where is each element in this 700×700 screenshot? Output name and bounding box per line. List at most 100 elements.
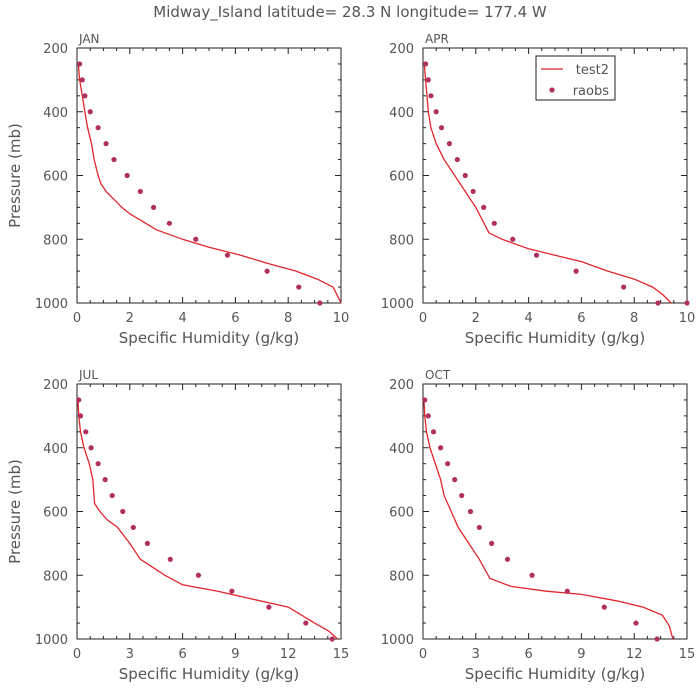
panel-jan: JAN 200 400 600 800 1000 0 2 4 6 8 10 Specific Humid… [6,32,349,347]
data-point-raobs [489,540,495,546]
y-tick-label: 1000 [381,633,414,648]
x-tick-label: 3 [472,647,480,662]
data-point-raobs [77,413,84,419]
x-axis-label: Specific Humidity (g/kg) [119,665,299,683]
legend-label-test2: test2 [576,63,609,78]
data-point-raobs [633,620,639,626]
x-tick-label: 2 [126,311,134,326]
data-point-raobs [120,508,126,515]
data-point-raobs [452,477,458,483]
x-tick-label: 8 [630,311,638,326]
y-axis-label: Pressure (mb) [6,123,24,228]
data-point-raobs [445,461,451,467]
data-point-raobs [144,540,150,546]
x-tick-label: 10 [679,311,696,326]
x-tick-label: 9 [577,647,585,662]
x-axis-label: Specific Humidity (g/kg) [119,329,299,347]
y-tick-label: 600 [43,170,68,185]
series-line-test2 [77,399,338,640]
figure-title: Midway_Island latitude= 28.3 N longitude… [153,3,547,22]
x-tick-label: 12 [280,647,297,662]
y-tick-label: 400 [43,442,68,457]
x-tick-label: 12 [626,647,643,662]
data-point-raobs [601,604,607,610]
data-point-raobs [150,204,157,210]
y-tick-label: 600 [389,170,414,185]
x-tick-label: 4 [524,311,532,326]
x-tick-label: 0 [419,311,427,326]
y-tick-label: 800 [43,233,68,248]
legend-marker-swatch [549,87,555,93]
data-point-raobs [655,300,661,306]
data-point-raobs [433,109,439,115]
data-point-raobs [422,397,428,403]
data-point-raobs [423,61,429,67]
x-axis-label: Specific Humidity (g/kg) [465,665,645,683]
data-point-raobs [462,172,468,179]
data-point-raobs [621,284,627,290]
data-point-raobs [470,188,476,195]
y-tick-label: 800 [389,569,414,584]
data-point-raobs [195,572,202,578]
data-point-raobs [167,556,173,562]
y-tick-label: 600 [43,506,68,521]
data-point-raobs [109,492,115,499]
series-line-test2 [77,63,342,304]
x-tick-label: 6 [524,647,532,662]
data-point-raobs [124,172,130,179]
legend: test2 raobs [535,55,616,101]
panel-apr: APR 200 400 600 800 1000 0 2 4 6 8 10 Specific Humid… [381,32,695,347]
data-point-raobs [467,508,474,515]
data-point-raobs [454,156,460,163]
x-tick-label: 4 [178,311,186,326]
data-point-raobs [95,461,101,467]
panel-jul: JUL 200 400 600 800 1000 0 3 6 9 12 15 Specific Humi… [6,368,349,683]
data-point-raobs [476,524,482,531]
data-point-raobs [88,445,94,451]
data-point-raobs [425,77,431,83]
data-point-raobs [130,524,136,531]
data-point-raobs [102,477,108,483]
data-point-raobs [573,268,579,274]
y-tick-label: 1000 [381,297,414,312]
data-point-raobs [425,413,431,419]
y-tick-label: 400 [43,106,68,121]
series-line-test2 [423,63,672,304]
panel-title: JAN [78,32,100,46]
data-point-raobs [229,588,235,594]
data-point-raobs [430,429,437,435]
data-point-raobs [79,77,85,83]
x-tick-label: 0 [419,647,427,662]
data-point-raobs [83,429,89,435]
data-point-raobs [77,61,83,67]
data-point-raobs [491,220,497,226]
y-tick-label: 800 [43,569,68,584]
y-tick-label: 1000 [35,633,68,648]
data-point-raobs [446,141,452,147]
data-point-raobs [95,125,101,131]
data-point-raobs [224,252,231,258]
data-point-raobs [193,236,199,242]
data-point-raobs [266,604,272,610]
y-tick-label: 800 [389,233,414,248]
y-tick-label: 200 [389,378,414,393]
data-point-raobs [87,109,93,115]
x-tick-label: 15 [679,647,696,662]
data-point-raobs [264,268,270,274]
legend-box [535,55,616,101]
y-tick-label: 1000 [35,297,68,312]
x-tick-label: 3 [126,647,134,662]
data-point-raobs [510,236,516,242]
data-point-raobs [459,492,465,499]
plot-frame [76,383,342,640]
panel-title: JUL [78,368,98,382]
data-point-raobs [481,204,487,210]
y-axis-label: Pressure (mb) [6,459,24,564]
y-tick-label: 400 [389,106,414,121]
series-line-test2 [423,399,674,640]
data-point-raobs [428,93,434,99]
y-tick-label: 200 [389,42,414,57]
data-point-raobs [137,188,143,195]
data-point-raobs [296,284,302,290]
